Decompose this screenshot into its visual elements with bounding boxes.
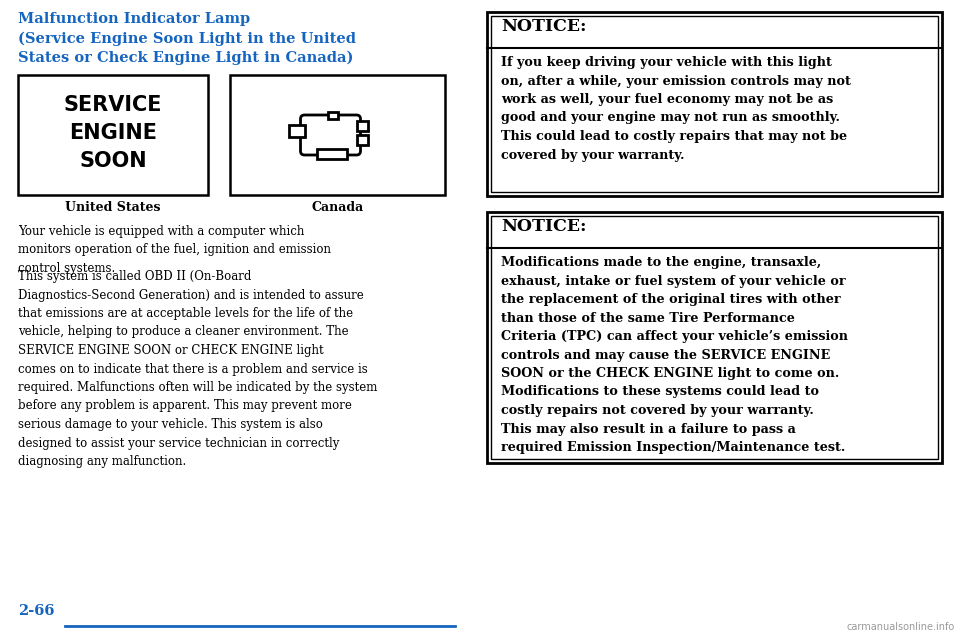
Bar [491,216,938,459]
Text: Malfunction Indicator Lamp: Malfunction Indicator Lamp [18,12,251,26]
Bar [356,121,368,131]
Bar [327,112,338,119]
Bar [491,16,938,192]
Bar [230,75,445,195]
Text: United States: United States [65,201,160,214]
Text: NOTICE:: NOTICE: [501,18,587,35]
Bar [356,135,368,145]
Text: If you keep driving your vehicle with this light
on, after a while, your emissio: If you keep driving your vehicle with th… [501,56,851,161]
Text: Canada: Canada [311,201,364,214]
Text: ENGINE: ENGINE [69,123,157,143]
Text: Modifications made to the engine, transaxle,
exhaust, intake or fuel system of y: Modifications made to the engine, transa… [501,256,848,454]
Text: SOON: SOON [79,151,147,171]
FancyBboxPatch shape [300,115,361,155]
Text: States or Check Engine Light in Canada): States or Check Engine Light in Canada) [18,51,353,65]
Text: carmanualsonline.info: carmanualsonline.info [847,622,955,632]
Text: This system is called OBD II (On-Board
Diagnostics-Second Generation) and is int: This system is called OBD II (On-Board D… [18,270,377,468]
Bar [18,75,208,195]
Bar [487,212,942,463]
Bar [289,125,304,137]
Bar [487,12,942,196]
Text: (Service Engine Soon Light in the United: (Service Engine Soon Light in the United [18,31,356,46]
Text: 2-66: 2-66 [18,604,55,618]
Text: Your vehicle is equipped with a computer which
monitors operation of the fuel, i: Your vehicle is equipped with a computer… [18,225,331,275]
Text: NOTICE:: NOTICE: [501,218,587,235]
Text: SERVICE: SERVICE [63,95,162,115]
Bar [317,149,347,159]
